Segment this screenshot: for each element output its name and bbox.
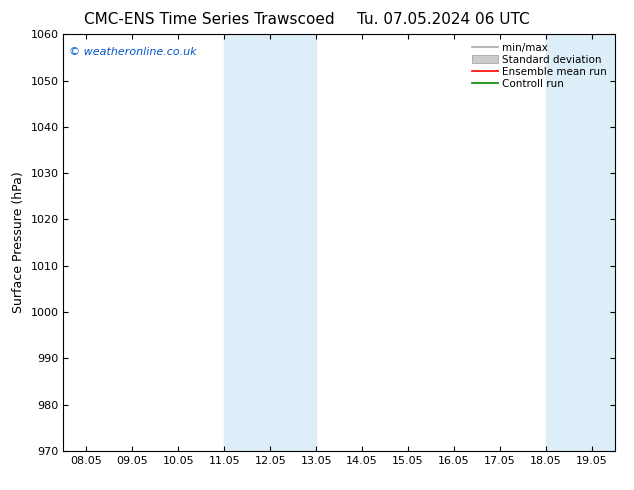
Y-axis label: Surface Pressure (hPa): Surface Pressure (hPa): [12, 172, 25, 314]
Bar: [224, 34, 316, 451]
Legend: min/max, Standard deviation, Ensemble mean run, Controll run: min/max, Standard deviation, Ensemble me…: [469, 40, 610, 92]
Text: Tu. 07.05.2024 06 UTC: Tu. 07.05.2024 06 UTC: [358, 12, 530, 27]
Text: © weatheronline.co.uk: © weatheronline.co.uk: [69, 47, 197, 57]
Bar: [546, 34, 634, 451]
Text: CMC-ENS Time Series Trawscoed: CMC-ENS Time Series Trawscoed: [84, 12, 335, 27]
